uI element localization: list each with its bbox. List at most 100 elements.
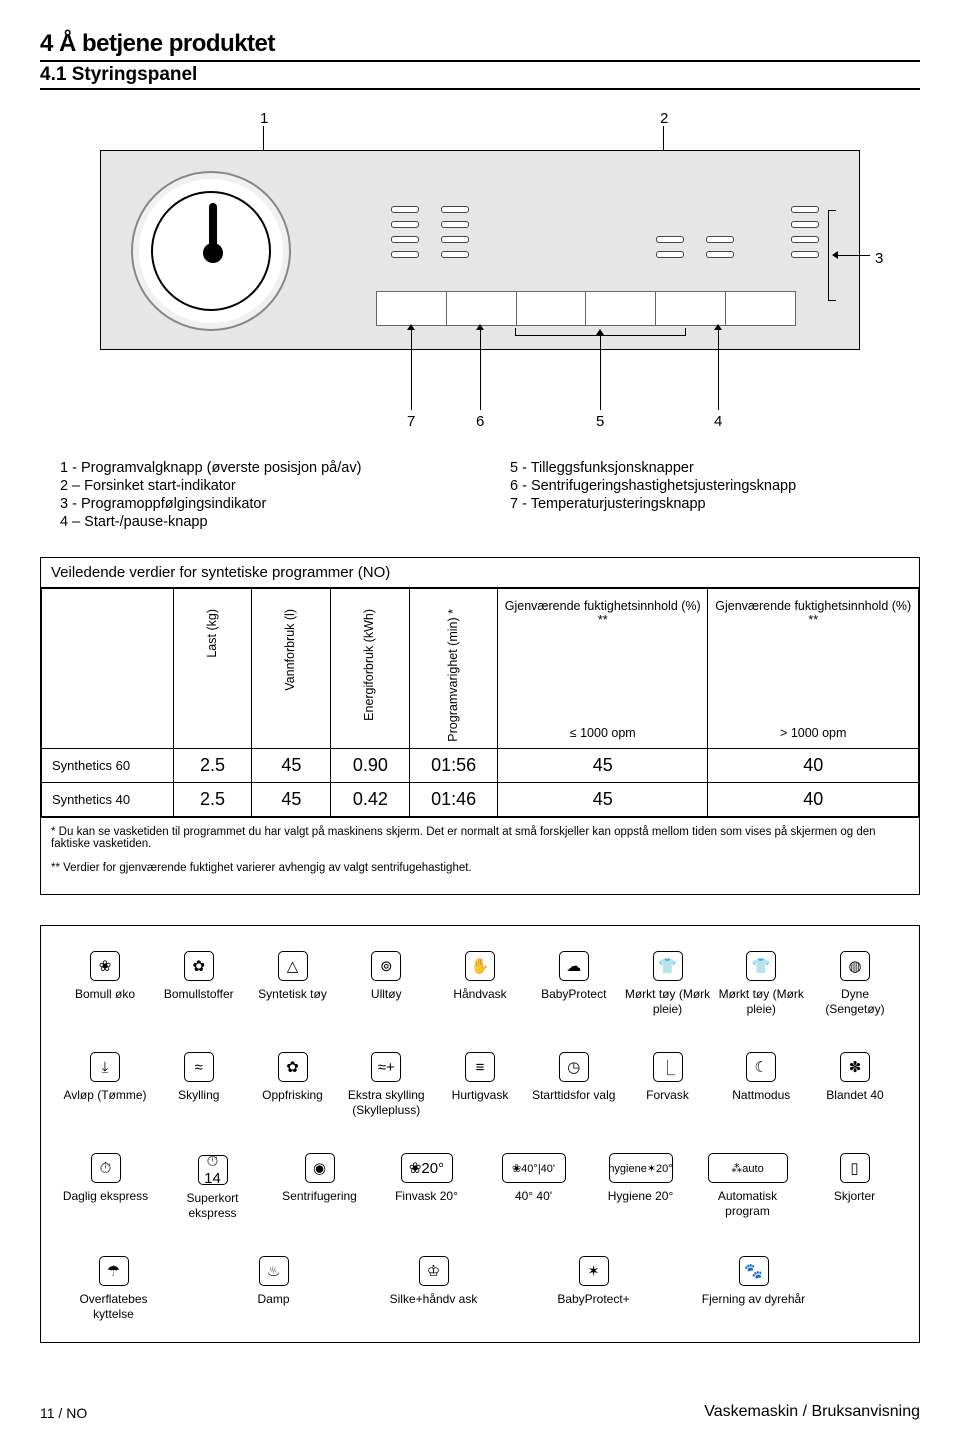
program-icon: ≡Hurtigvask <box>436 1052 524 1118</box>
program-label: Bomullstoffer <box>155 987 243 1002</box>
program-label: Damp <box>221 1292 326 1307</box>
program-icon: ⏱14Superkort ekspress <box>168 1153 257 1221</box>
legend-item: 4 – Start-/pause-knapp <box>60 514 450 530</box>
program-icon: ❀40°|40'40° 40' <box>489 1153 578 1221</box>
program-icon: ☂Overflatebes kyttelse <box>61 1256 166 1322</box>
program-glyph-icon: ☁ <box>559 951 589 981</box>
program-glyph-icon: ▯ <box>840 1153 870 1183</box>
program-label: Syntetisk tøy <box>249 987 337 1002</box>
program-icon: ❀ Bomull øko <box>61 951 149 1017</box>
subsection-title: 4.1 Styringspanel <box>40 64 920 86</box>
program-glyph-icon: ❀20° <box>401 1153 453 1183</box>
indicator-col-e <box>791 206 819 258</box>
program-icon: hygiene✶20°Hygiene 20° <box>596 1153 685 1221</box>
button-row <box>376 291 796 326</box>
program-label: Ekstra skylling (Skyllepluss) <box>342 1088 430 1118</box>
program-glyph-icon: ✽ <box>840 1052 870 1082</box>
program-glyph-icon: ☂ <box>99 1256 129 1286</box>
bracket-5-r <box>685 328 686 336</box>
page-footer: 11 / NO Vaskemaskin / Bruksanvisning <box>0 1403 960 1441</box>
program-label: BabyProtect+ <box>541 1292 646 1307</box>
dial-center <box>203 243 223 263</box>
section-heading: 4 Å betjene produktet <box>40 30 920 62</box>
program-glyph-icon: ≈ <box>184 1052 214 1082</box>
th-energi: Energiforbruk (kWh) <box>331 589 410 749</box>
indicator-col-c <box>656 236 684 258</box>
program-icon: ☾Nattmodus <box>717 1052 805 1118</box>
program-glyph-icon: ♨ <box>259 1256 289 1286</box>
callout-3: 3 <box>875 250 883 267</box>
program-icon: 🐾Fjerning av dyrehår <box>701 1256 806 1322</box>
table-title: Veiledende verdier for syntetiske progra… <box>41 558 919 588</box>
button-cell <box>447 292 517 325</box>
program-glyph-icon: ✿ <box>184 951 214 981</box>
program-glyph-icon: hygiene✶20° <box>609 1153 673 1183</box>
program-label: Mørkt tøy (Mørk pleie) <box>717 987 805 1017</box>
program-dial <box>131 171 291 331</box>
program-table: Last (kg) Vannforbruk (l) Energiforbruk … <box>41 588 919 817</box>
program-label: Fjerning av dyrehår <box>701 1292 806 1307</box>
indicator-col-b <box>441 206 469 258</box>
program-label: Avløp (Tømme) <box>61 1088 149 1103</box>
table-notes: * Du kan se vasketiden til programmet du… <box>41 817 919 894</box>
program-icon: ≈+Ekstra skylling (Skyllepluss) <box>342 1052 430 1118</box>
page-number: 11 / NO <box>40 1405 87 1421</box>
callout-4: 4 <box>714 413 722 430</box>
icon-row-4: ☂Overflatebes kyttelse ♨ Damp ♔Silke+håndv … <box>61 1256 899 1322</box>
program-glyph-icon: ⊚ <box>371 951 401 981</box>
icon-row-1: ❀ Bomull øko ✿ Bomullstoffer △Syntetisk tøy ⊚… <box>61 951 899 1017</box>
program-icon: ◷Starttidsfor valg <box>530 1052 618 1118</box>
program-label: Superkort ekspress <box>168 1191 257 1221</box>
legend-item: 3 - Programoppfølgingsindikator <box>60 496 450 512</box>
program-label: 40° 40' <box>489 1189 578 1204</box>
th-fukt-2: Gjenværende fuktighetsinnhold (%) ** > 1… <box>708 589 919 749</box>
program-label: Ulltøy <box>342 987 430 1002</box>
program-label: Dyne (Sengetøy) <box>811 987 899 1017</box>
callout-5: 5 <box>596 413 604 430</box>
arrow-7 <box>411 330 412 410</box>
arrow-5 <box>600 335 601 410</box>
program-glyph-icon: ⎿ <box>653 1052 683 1082</box>
program-glyph-icon: ⏱ <box>91 1153 121 1183</box>
dial-ring <box>151 191 271 311</box>
program-glyph-icon: ◍ <box>840 951 870 981</box>
program-label: BabyProtect <box>530 987 618 1002</box>
doc-title: Vaskemaskin / Bruksanvisning <box>704 1403 920 1421</box>
legend-item: 2 – Forsinket start-indikator <box>60 478 450 494</box>
legend-item: 1 - Programvalgknapp (øverste posisjon p… <box>60 460 450 476</box>
program-glyph-icon: ✶ <box>579 1256 609 1286</box>
program-label: Automatisk program <box>703 1189 792 1219</box>
program-label: Sentrifugering <box>275 1189 364 1204</box>
program-glyph-icon: ◷ <box>559 1052 589 1082</box>
program-label: Silke+håndv ask <box>381 1292 486 1307</box>
section-title: 4 Å betjene produktet <box>40 30 920 58</box>
program-icon: ⎿Forvask <box>624 1052 712 1118</box>
program-icon: ⤓Avløp (Tømme) <box>61 1052 149 1118</box>
bracket-3-top <box>828 210 836 211</box>
program-label: Daglig ekspress <box>61 1189 150 1204</box>
program-icon: 👕 Mørkt tøy (Mørk pleie) <box>624 951 712 1017</box>
program-glyph-icon: ❀ <box>90 951 120 981</box>
program-icon: ✿ Bomullstoffer <box>155 951 243 1017</box>
program-icon: ≈Skylling <box>155 1052 243 1118</box>
program-label: Bomull øko <box>61 987 149 1002</box>
program-glyph-icon: ✋ <box>465 951 495 981</box>
program-label: Nattmodus <box>717 1088 805 1103</box>
table-row: Synthetics 60 2.5 45 0.90 01:56 45 40 <box>42 749 919 783</box>
th-varighet: Programvarighet (min) * <box>410 589 498 749</box>
program-icon: ☁ BabyProtect <box>530 951 618 1017</box>
callout-6: 6 <box>476 413 484 430</box>
arrow-6 <box>480 330 481 410</box>
note-2: ** Verdier for gjenværende fuktighet var… <box>51 862 909 874</box>
program-glyph-icon: 👕 <box>653 951 683 981</box>
program-icon: ♔Silke+håndv ask <box>381 1256 486 1322</box>
program-icon: ▯Skjorter <box>810 1153 899 1221</box>
th-vann: Vannforbruk (l) <box>252 589 331 749</box>
program-label: Oppfrisking <box>249 1088 337 1103</box>
program-glyph-icon: ≡ <box>465 1052 495 1082</box>
button-cell <box>726 292 795 325</box>
program-icon: △Syntetisk tøy <box>249 951 337 1017</box>
program-label: Mørkt tøy (Mørk pleie) <box>624 987 712 1017</box>
program-icon: ✽Blandet 40 <box>811 1052 899 1118</box>
program-glyph-icon: ⁂auto <box>708 1153 788 1183</box>
